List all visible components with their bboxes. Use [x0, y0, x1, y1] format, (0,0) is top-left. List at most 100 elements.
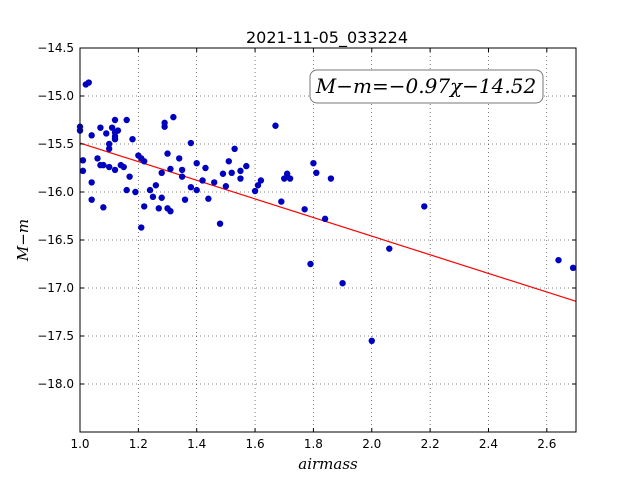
- data-point: [111, 136, 119, 143]
- data-point: [138, 224, 145, 231]
- y-tick-label: −18.0: [37, 377, 74, 391]
- data-point: [178, 166, 186, 174]
- data-point: [126, 173, 133, 180]
- x-tick-label: 2.4: [479, 437, 498, 451]
- data-point: [310, 160, 317, 167]
- y-tick-label: −17.5: [37, 329, 74, 343]
- y-tick-label: −16.5: [37, 233, 74, 247]
- data-point: [100, 161, 107, 169]
- y-tick-label: −17.0: [37, 281, 74, 295]
- data-point: [108, 124, 116, 131]
- data-point: [105, 140, 113, 148]
- data-point: [225, 158, 232, 165]
- data-point: [339, 280, 346, 287]
- data-point: [132, 188, 139, 196]
- data-point: [368, 337, 375, 344]
- data-point: [254, 182, 262, 189]
- data-point: [178, 173, 186, 180]
- data-point: [181, 196, 189, 203]
- data-point: [105, 145, 113, 152]
- data-point: [219, 170, 227, 177]
- data-point: [281, 175, 288, 182]
- data-point: [129, 136, 136, 143]
- data-point: [176, 155, 183, 162]
- data-point: [216, 220, 224, 227]
- data-point: [114, 127, 122, 134]
- data-point: [158, 169, 165, 176]
- data-point: [193, 186, 200, 194]
- data-point: [237, 167, 244, 175]
- data-point: [569, 264, 577, 272]
- annotation-box: M−m=−0.97χ−14.52: [309, 69, 544, 104]
- fit-equation: M−m=−0.97χ−14.52: [315, 74, 536, 98]
- data-point: [97, 124, 104, 131]
- data-point: [79, 157, 87, 164]
- annotation-frame: [309, 69, 544, 104]
- x-tick-label: 2.2: [421, 437, 440, 451]
- data-point: [88, 132, 95, 139]
- y-tick-label: −16.0: [37, 185, 74, 199]
- data-point: [243, 162, 250, 170]
- data-point: [251, 187, 259, 195]
- x-tick-label: 2.0: [362, 437, 381, 451]
- data-point: [327, 175, 335, 182]
- y-tick-label: −15.5: [37, 137, 74, 151]
- data-point: [321, 215, 329, 223]
- data-point: [155, 205, 162, 212]
- x-tick-label: 1.6: [246, 437, 265, 451]
- data-point: [237, 175, 244, 182]
- data-point: [167, 165, 174, 173]
- data-point: [222, 183, 230, 190]
- x-tick-label: 2.6: [537, 437, 556, 451]
- data-point: [120, 163, 127, 171]
- data-point: [278, 198, 285, 205]
- data-point: [386, 245, 393, 252]
- x-tick-label: 1.0: [70, 437, 89, 451]
- data-point: [202, 164, 209, 172]
- data-point: [152, 182, 160, 189]
- chart-title: 2021-11-05_033224: [246, 28, 408, 48]
- data-point: [105, 163, 113, 171]
- data-point: [88, 196, 95, 203]
- data-point: [313, 169, 320, 176]
- data-point: [79, 167, 87, 175]
- data-point: [100, 204, 107, 211]
- axis-ticks: 1.0 1.2 1.4 1.6 1.8 2.0 2.2 2.4 2.6 −14.5 −15.0 −15…: [37, 41, 576, 451]
- fit-line-group: [79, 142, 577, 302]
- y-axis-label: M−m: [14, 219, 32, 262]
- data-point: [167, 208, 174, 215]
- data-point: [158, 194, 165, 201]
- data-point: [123, 116, 130, 124]
- data-point: [149, 193, 157, 200]
- data-point: [94, 155, 101, 162]
- data-point: [231, 145, 238, 152]
- data-points: [76, 79, 577, 344]
- data-point: [301, 206, 308, 213]
- data-point: [111, 116, 119, 124]
- data-point: [140, 158, 148, 165]
- data-point: [161, 119, 168, 127]
- x-tick-label: 1.4: [187, 437, 206, 451]
- data-point: [211, 179, 218, 186]
- data-point: [85, 79, 92, 86]
- data-point: [421, 203, 428, 210]
- data-point: [205, 195, 212, 202]
- data-point: [123, 186, 130, 194]
- data-point: [187, 184, 195, 191]
- data-point: [187, 139, 195, 147]
- y-tick-label: −15.0: [37, 89, 74, 103]
- data-point: [283, 170, 291, 177]
- x-tick-label: 1.2: [129, 437, 148, 451]
- data-point: [193, 160, 200, 167]
- y-tick-label: −14.5: [37, 41, 74, 55]
- data-point: [146, 186, 154, 194]
- data-point: [111, 166, 119, 174]
- data-point: [199, 177, 206, 184]
- x-tick-label: 1.8: [304, 437, 323, 451]
- data-point: [88, 179, 95, 186]
- fit-line: [79, 142, 577, 302]
- data-point: [555, 256, 562, 264]
- data-point: [307, 260, 314, 268]
- data-point: [286, 175, 294, 182]
